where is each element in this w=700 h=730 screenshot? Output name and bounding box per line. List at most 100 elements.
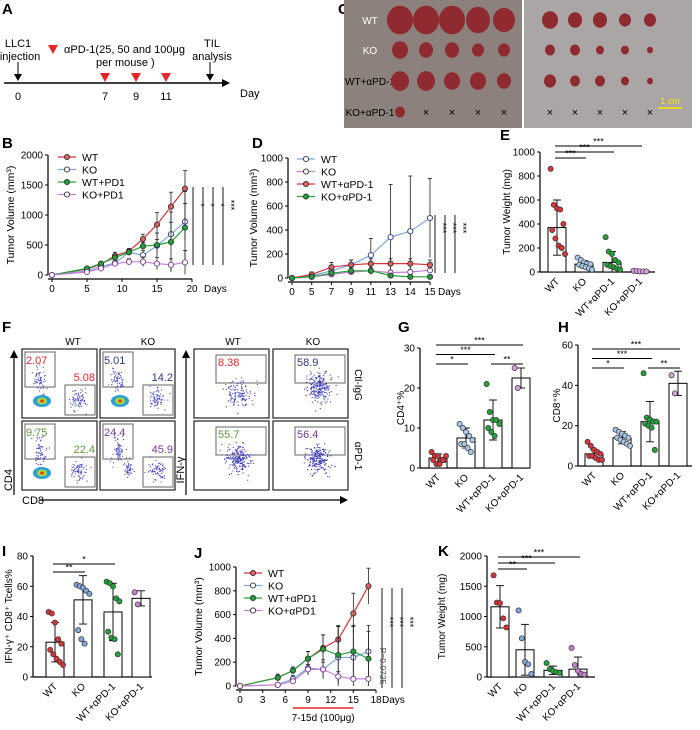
flow-event xyxy=(76,479,78,481)
flow-event xyxy=(157,390,159,392)
flow-event xyxy=(155,465,157,467)
data-point xyxy=(48,271,56,279)
data-point xyxy=(236,682,244,690)
flow-event xyxy=(319,452,322,454)
significance-label: ** xyxy=(660,359,668,369)
flow-event xyxy=(326,387,328,389)
flow-event xyxy=(317,454,319,456)
x-category-label: WT xyxy=(424,472,443,491)
flow-event xyxy=(326,401,328,403)
flow-event xyxy=(309,463,311,466)
cd4-axis-label: CD4 xyxy=(3,469,15,491)
data-point xyxy=(47,646,54,653)
data-point xyxy=(467,449,474,455)
flow-event xyxy=(128,474,130,476)
x-tick-label: 6 xyxy=(283,695,289,706)
panel-label: E xyxy=(500,127,510,144)
data-point xyxy=(181,224,189,231)
flow-event xyxy=(306,469,309,471)
flow-event xyxy=(37,377,39,379)
flow-event xyxy=(226,454,228,456)
flow-event xyxy=(231,464,233,466)
data-point xyxy=(426,273,434,280)
flow-event xyxy=(314,397,316,399)
flow-event xyxy=(254,392,256,394)
legend-label: KO xyxy=(321,167,336,179)
flow-event xyxy=(236,460,238,462)
flow-event xyxy=(235,465,237,467)
flow-event xyxy=(317,391,320,393)
flow-event xyxy=(322,384,325,386)
flow-event xyxy=(312,386,314,388)
flow-event xyxy=(222,388,224,390)
data-point xyxy=(514,385,521,391)
data-point xyxy=(653,418,660,425)
flow-event xyxy=(312,460,315,462)
flow-event xyxy=(236,391,238,393)
flow-event xyxy=(312,454,314,456)
flow-event xyxy=(79,406,81,408)
significance-label: *** xyxy=(565,149,576,159)
flow-event xyxy=(323,458,326,460)
data-point xyxy=(116,598,123,605)
flow-event xyxy=(309,464,311,467)
data-point xyxy=(496,421,503,427)
legend-marker xyxy=(63,153,71,161)
flow-event xyxy=(229,454,231,456)
flow-event xyxy=(230,395,232,397)
data-point xyxy=(597,450,604,457)
flow-event xyxy=(80,471,82,474)
legend-marker xyxy=(249,607,257,614)
flow-event xyxy=(120,444,122,447)
flow-event xyxy=(324,399,326,401)
flow-event xyxy=(157,394,159,397)
x-tick-label: 3 xyxy=(260,695,266,706)
y-tick-label: 60 xyxy=(562,341,574,352)
flow-event xyxy=(324,395,326,397)
flow-event xyxy=(43,375,45,377)
start-label: LLC1 xyxy=(5,38,31,50)
flow-event xyxy=(317,444,319,447)
flow-density xyxy=(40,471,44,475)
flow-event xyxy=(79,403,81,405)
flow-event xyxy=(234,398,236,400)
flow-event xyxy=(244,399,246,401)
flow-event xyxy=(68,398,70,401)
flow-event xyxy=(235,470,237,473)
flow-event xyxy=(124,462,126,464)
data-point xyxy=(625,434,632,441)
flow-event xyxy=(239,457,241,459)
flow-event xyxy=(229,386,231,388)
flow-event xyxy=(70,406,72,408)
flow-event xyxy=(161,398,163,400)
flow-event xyxy=(324,459,327,462)
line-chart-J: 0 200 400 600 800 1000 0 3 6 9 12 15 18 Days Tumor Vol… xyxy=(193,563,415,725)
flow-event xyxy=(323,397,325,399)
flow-event xyxy=(117,379,119,381)
flow-event xyxy=(319,465,322,467)
flow-event xyxy=(318,457,320,459)
flow-event xyxy=(229,456,232,458)
flow-event xyxy=(159,474,161,477)
flow-event xyxy=(120,450,122,452)
y-axis-label: Tumor Volume (mm³) xyxy=(193,577,205,676)
flow-event xyxy=(155,394,157,396)
series-KO xyxy=(48,203,189,279)
x-category-label: WT xyxy=(543,276,562,295)
legend-marker xyxy=(249,594,257,602)
flow-event xyxy=(244,455,247,457)
flow-event xyxy=(245,458,247,460)
data-point xyxy=(181,185,189,192)
flow-event xyxy=(112,370,114,372)
flow-event xyxy=(236,462,238,464)
flow-event xyxy=(326,389,328,391)
flow-event xyxy=(237,388,239,390)
flow-event xyxy=(326,458,328,461)
series-line xyxy=(239,668,369,687)
flow-event xyxy=(305,453,307,455)
data-point xyxy=(335,652,342,659)
flow-event xyxy=(242,472,244,474)
flow-event xyxy=(315,395,318,397)
